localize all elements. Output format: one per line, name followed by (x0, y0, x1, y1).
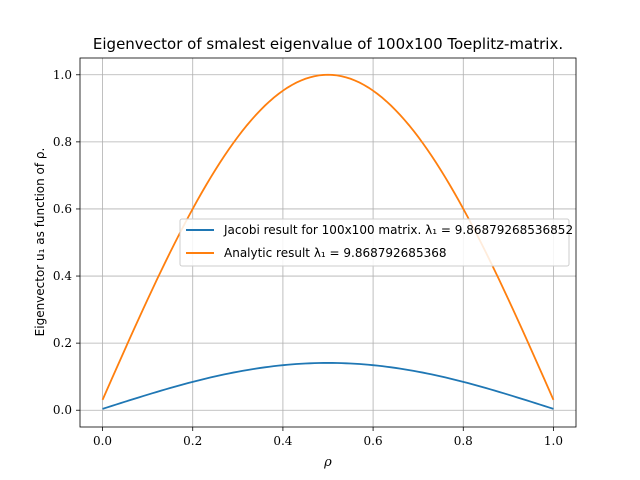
legend-label-jacobi: Jacobi result for 100x100 matrix. λ₁ = 9… (223, 223, 573, 237)
legend: Jacobi result for 100x100 matrix. λ₁ = 9… (179, 218, 573, 267)
y-tick-label: 0.8 (53, 135, 72, 149)
y-axis-label: Eigenvector u₁ as function of ρ. (33, 148, 47, 337)
y-tick-label: 0.6 (53, 202, 72, 216)
y-tick-label: 0.4 (53, 269, 72, 283)
x-tick-label: 0.2 (183, 434, 202, 448)
y-tick-label: 1.0 (53, 68, 72, 82)
x-tick-label: 0.4 (273, 434, 292, 448)
plot-frame (79, 57, 577, 428)
legend-box (179, 218, 570, 267)
x-tick-label: 1.0 (544, 434, 563, 448)
x-tick-label: 0.6 (364, 434, 383, 448)
series-line-jacobi (102, 362, 554, 410)
x-axis-label: ρ (323, 455, 332, 470)
y-tick-label: 0.2 (53, 336, 72, 350)
y-axis-ticks: 0.0 0.2 0.4 0.6 0.8 1.0 (53, 68, 80, 417)
legend-label-analytic: Analytic result λ₁ = 9.868792685368 (224, 246, 446, 260)
chart-title: Eigenvector of smalest eigenvalue of 100… (93, 35, 563, 53)
y-tick-label: 0.0 (53, 403, 72, 417)
x-axis-ticks: 0.0 0.2 0.4 0.6 0.8 1.0 (93, 427, 563, 448)
x-tick-label: 0.0 (93, 434, 112, 448)
x-tick-label: 0.8 (454, 434, 473, 448)
